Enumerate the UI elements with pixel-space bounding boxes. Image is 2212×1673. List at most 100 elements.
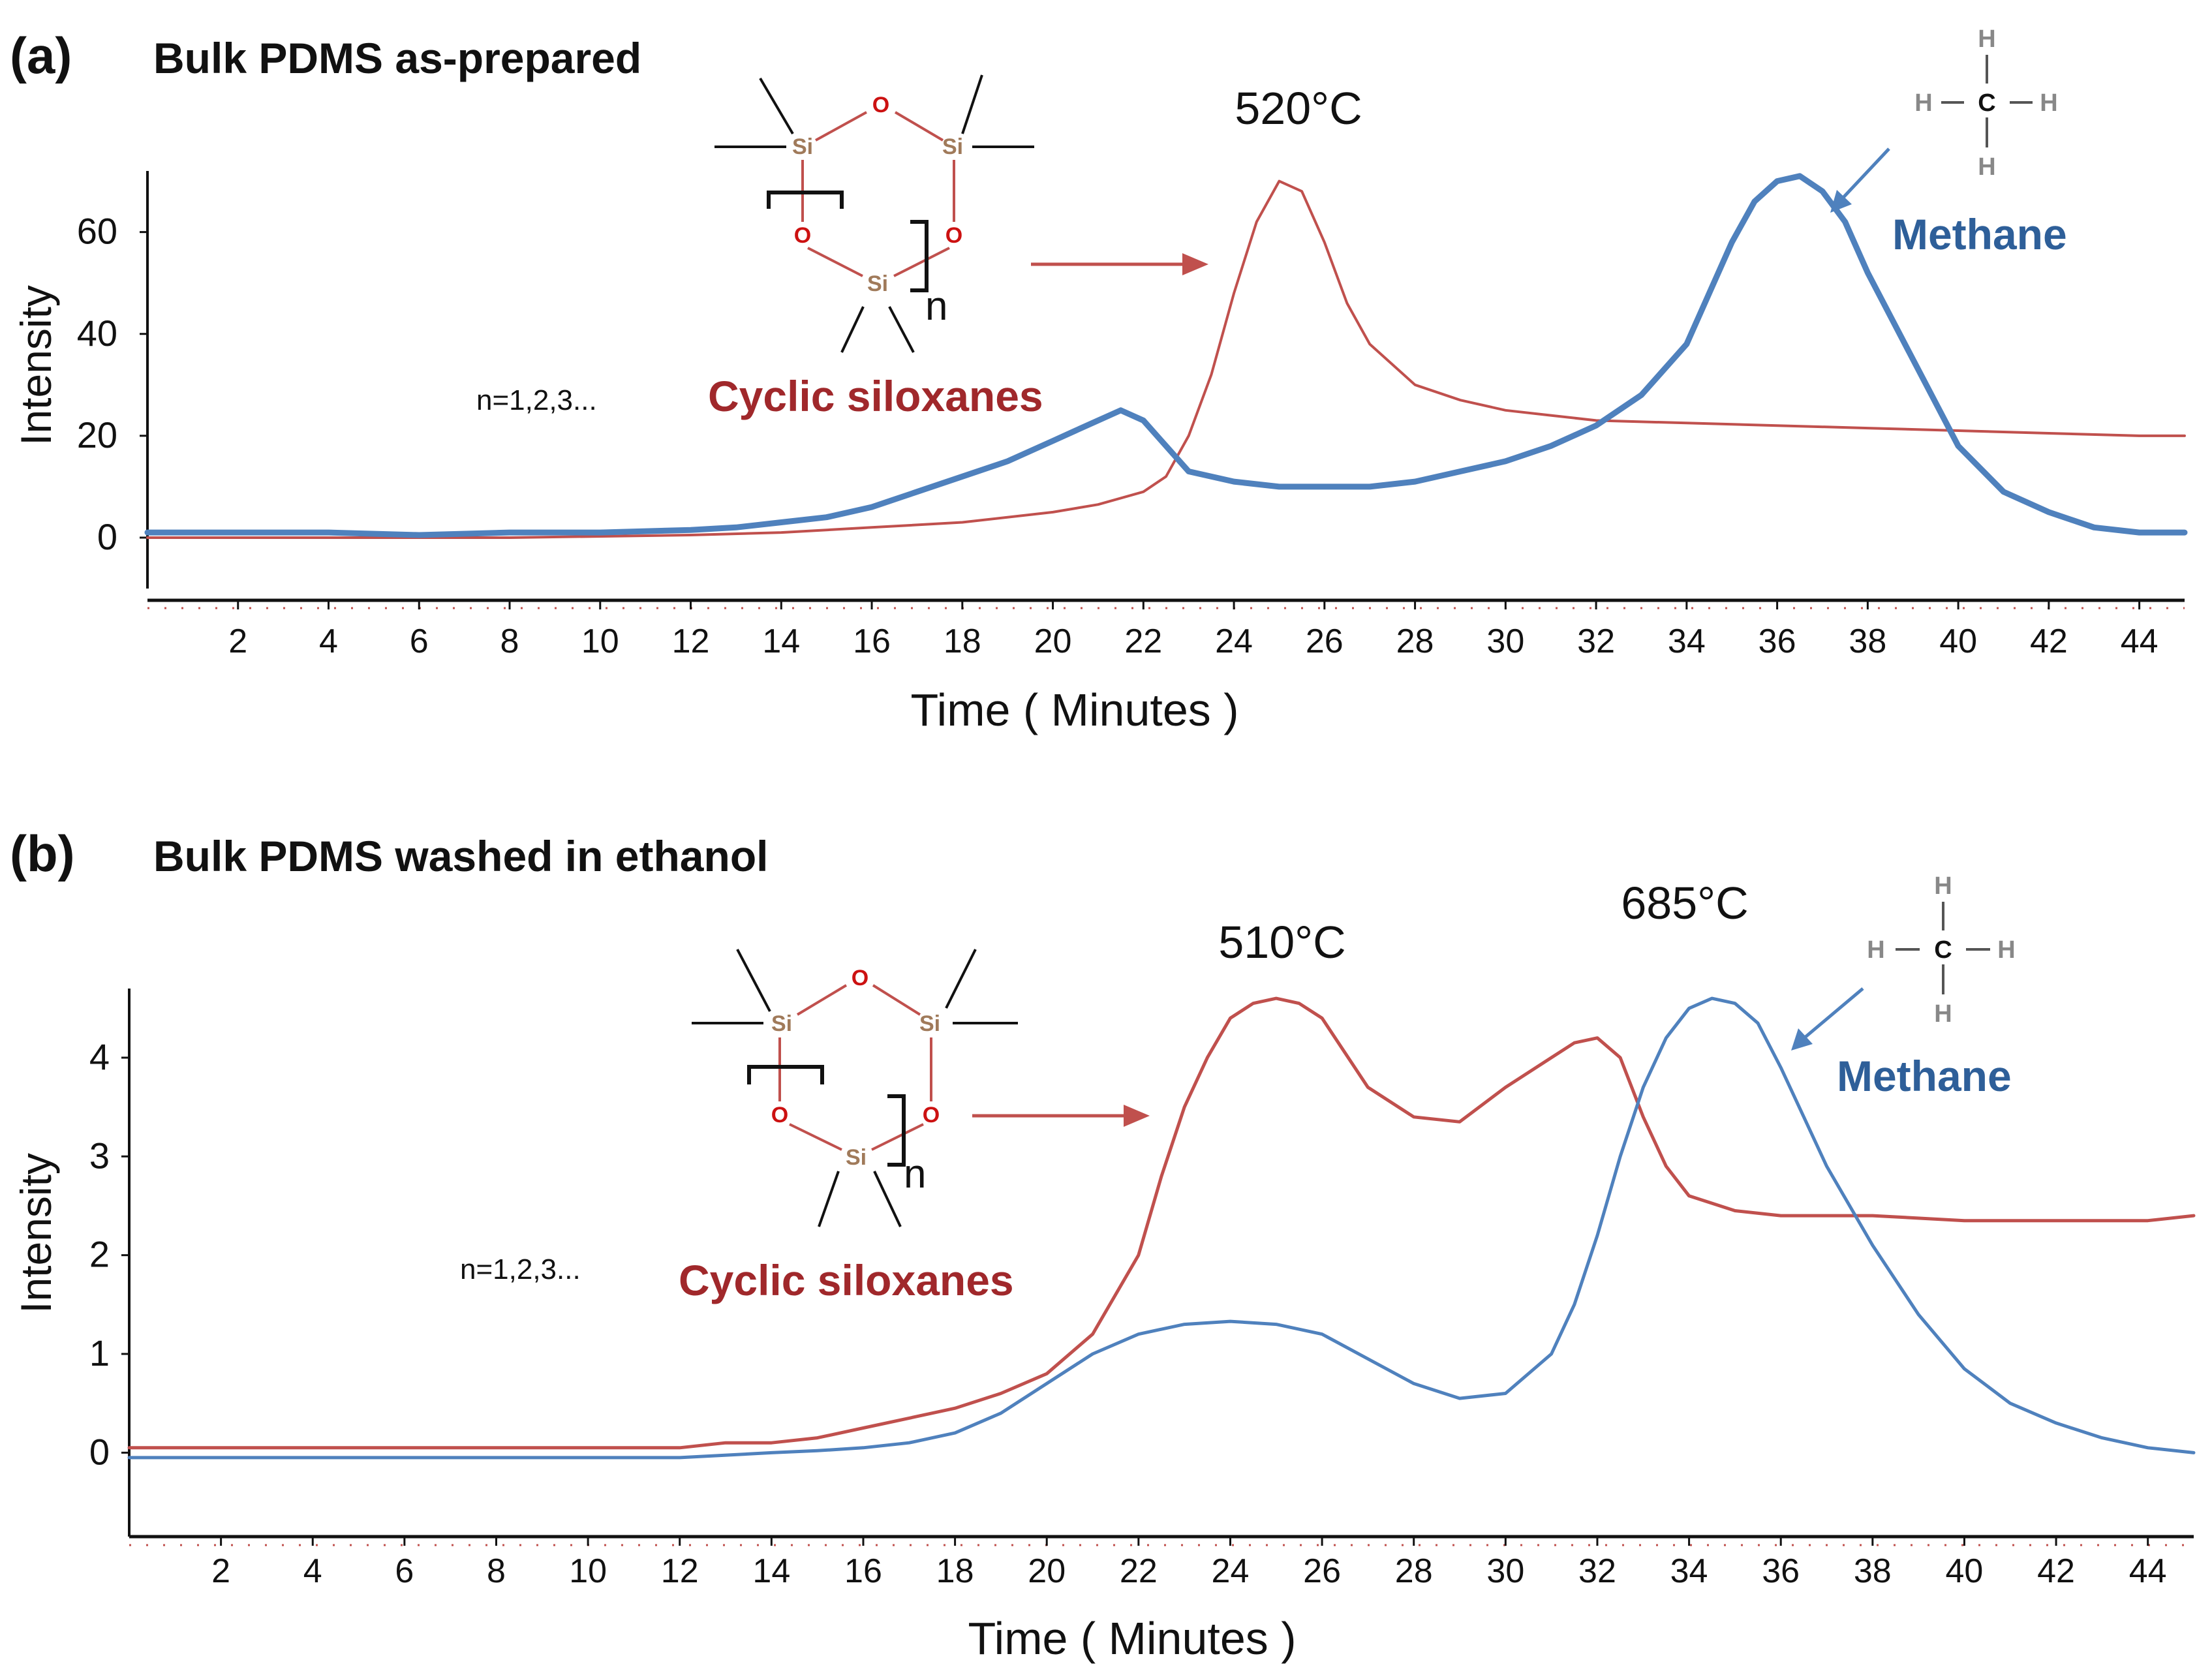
panel-a-methane-structure: C H H H H bbox=[1914, 25, 2057, 181]
panel-b-cyclic-siloxanes-label: Cyclic siloxanes bbox=[679, 1256, 1014, 1304]
panel-b-methane-arrowhead bbox=[1791, 1028, 1813, 1051]
panel-a-cyclic-siloxanes-series-line bbox=[146, 179, 2186, 539]
x-tick-label: 18 bbox=[944, 622, 981, 660]
bracket-open bbox=[747, 1065, 824, 1084]
bond bbox=[893, 247, 950, 277]
o-atom: O bbox=[923, 1103, 940, 1128]
bond bbox=[789, 1123, 842, 1151]
panel-b-methane-series-line bbox=[127, 996, 2196, 1460]
panel-a-siloxane-structure bbox=[714, 74, 1034, 353]
panel-b: (b) Bulk PDMS washed in ethanol Intensit… bbox=[10, 825, 2196, 1664]
x-tick-label: 26 bbox=[1306, 622, 1344, 660]
bond bbox=[807, 247, 863, 277]
c-atom: C bbox=[1934, 936, 1952, 964]
panel-a-methane-label: Methane bbox=[1892, 210, 2067, 258]
o-atom: O bbox=[872, 93, 889, 117]
panel-b-peak-label-2: 685°C bbox=[1621, 878, 1748, 929]
panel-b-x-axis-label: Time ( Minutes ) bbox=[968, 1613, 1296, 1664]
y-tick-label: 4 bbox=[89, 1036, 110, 1077]
x-tick-label: 30 bbox=[1486, 622, 1524, 660]
y-tick-label: 3 bbox=[89, 1135, 110, 1176]
x-tick-label: 36 bbox=[1762, 1552, 1800, 1590]
x-tick-label: 26 bbox=[1303, 1552, 1341, 1590]
h-atom: H bbox=[2040, 89, 2057, 117]
panel-b-title: Bulk PDMS washed in ethanol bbox=[153, 832, 768, 880]
bracket-close bbox=[887, 1094, 906, 1167]
panel-a-n-range-label: n=1,2,3... bbox=[476, 384, 597, 416]
x-tick-label: 38 bbox=[1849, 622, 1886, 660]
o-atom: O bbox=[945, 223, 962, 248]
y-tick-label: 60 bbox=[77, 211, 117, 252]
panel-b-peak-label-1: 510°C bbox=[1218, 917, 1345, 968]
x-tick-label: 2 bbox=[211, 1552, 230, 1590]
si-atom: Si bbox=[942, 134, 963, 159]
c-atom: C bbox=[1978, 89, 1995, 117]
si-atom: Si bbox=[771, 1011, 792, 1036]
si-atom: Si bbox=[867, 271, 888, 296]
x-tick-label: 40 bbox=[1946, 1552, 1984, 1590]
panel-b-methane-structure: C H H H H bbox=[1867, 872, 2015, 1028]
o-atom: O bbox=[794, 223, 811, 248]
panel-a-x-ticks: 2 4 6 8 10 12 14 16 18 20 22 24 26 28 30 32 34 36 38 40 42 44 bbox=[228, 600, 2158, 660]
x-tick-label: 16 bbox=[853, 622, 891, 660]
panel-a-y-axis-label: Intensity bbox=[12, 285, 60, 446]
h-atom: H bbox=[1997, 936, 2015, 964]
h-atom: H bbox=[1914, 89, 1932, 117]
h-atom: H bbox=[1934, 872, 1952, 900]
x-tick-label: 4 bbox=[303, 1552, 322, 1590]
x-tick-label: 12 bbox=[661, 1552, 699, 1590]
x-tick-label: 10 bbox=[581, 622, 619, 660]
h-atom: H bbox=[1978, 25, 1995, 53]
x-tick-label: 32 bbox=[1577, 622, 1615, 660]
x-tick-label: 12 bbox=[672, 622, 710, 660]
bond bbox=[818, 1171, 840, 1227]
x-tick-label: 30 bbox=[1486, 1552, 1524, 1590]
x-tick-label: 44 bbox=[2129, 1552, 2167, 1590]
x-tick-label: 20 bbox=[1028, 1552, 1066, 1590]
o-atom: O bbox=[771, 1103, 788, 1128]
x-tick-label: 38 bbox=[1854, 1552, 1892, 1590]
x-tick-label: 6 bbox=[410, 622, 429, 660]
x-tick-label: 24 bbox=[1215, 622, 1253, 660]
bracket-open bbox=[767, 191, 844, 209]
bond bbox=[796, 984, 848, 1016]
x-tick-label: 44 bbox=[2121, 622, 2158, 660]
si-atom: Si bbox=[792, 134, 813, 159]
bond bbox=[840, 306, 865, 353]
si-atom: Si bbox=[919, 1011, 940, 1036]
panel-a-methane-series-line bbox=[144, 173, 2188, 538]
x-tick-label: 28 bbox=[1395, 1552, 1433, 1590]
x-tick-label: 14 bbox=[752, 1552, 790, 1590]
x-tick-label: 40 bbox=[1939, 622, 1977, 660]
x-tick-label: 2 bbox=[228, 622, 247, 660]
panel-a-cyclic-siloxanes-label: Cyclic siloxanes bbox=[708, 372, 1043, 420]
panel-b-cyclic-siloxanes-series-line bbox=[127, 996, 2196, 1450]
y-tick-label: 2 bbox=[89, 1234, 110, 1275]
y-tick-label: 40 bbox=[77, 313, 117, 354]
x-tick-label: 8 bbox=[487, 1552, 506, 1590]
x-tick-label: 34 bbox=[1668, 622, 1706, 660]
bond bbox=[815, 111, 867, 142]
y-tick-label: 1 bbox=[89, 1332, 110, 1374]
panel-b-methane-label: Methane bbox=[1837, 1052, 2012, 1100]
bond bbox=[961, 74, 983, 134]
panel-a-methane-arrow bbox=[1837, 147, 1890, 204]
h-atom: H bbox=[1867, 936, 1884, 964]
bond bbox=[888, 306, 915, 353]
bond bbox=[945, 949, 977, 1009]
x-tick-label: 24 bbox=[1212, 1552, 1250, 1590]
panel-a-siloxane-arrowhead bbox=[1182, 253, 1208, 275]
h-atom: H bbox=[1978, 153, 1995, 181]
panel-a-peak-label: 520°C bbox=[1235, 83, 1362, 134]
panel-a-methane-arrowhead bbox=[1830, 190, 1852, 213]
x-tick-label: 16 bbox=[844, 1552, 882, 1590]
x-tick-label: 20 bbox=[1034, 622, 1072, 660]
subscript-n: n bbox=[904, 1152, 926, 1197]
x-tick-label: 34 bbox=[1670, 1552, 1708, 1590]
x-tick-label: 42 bbox=[2030, 622, 2068, 660]
bond bbox=[894, 111, 944, 142]
y-tick-label: 0 bbox=[97, 516, 117, 557]
x-tick-label: 36 bbox=[1759, 622, 1796, 660]
x-tick-label: 22 bbox=[1120, 1552, 1158, 1590]
